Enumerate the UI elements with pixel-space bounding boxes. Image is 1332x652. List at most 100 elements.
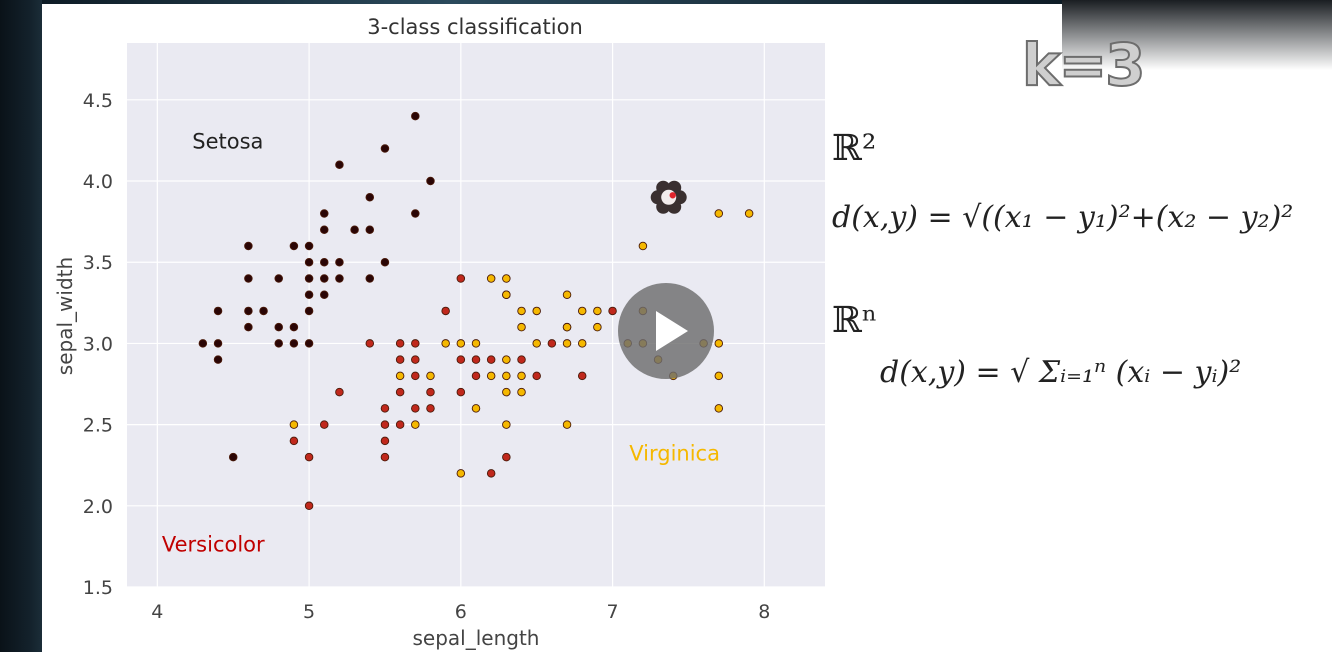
scatter-point [411,111,420,121]
scatter-point [441,339,450,348]
scatter-point [365,225,375,234]
y-tick-label: 3.0 [83,333,113,355]
play-icon [656,311,688,351]
scatter-point [593,322,602,332]
scatter-point [244,241,253,251]
scatter-point [228,452,238,462]
x-tick-label: 5 [303,601,315,623]
scatter-point [486,469,496,478]
scatter-point [456,387,466,397]
x-axis-label: sepal_length [413,626,540,650]
chart-title: 3-class classification [367,15,583,39]
scatter-point [577,371,587,381]
scatter-point [335,274,344,283]
scatter-point [304,306,314,316]
scatter-point [517,306,526,316]
scatter-point [320,420,329,429]
scatter-point [411,209,420,218]
scatter-point [395,387,405,397]
scatter-point [365,193,375,202]
scatter-point [213,306,223,316]
query-point [669,192,676,199]
scatter-point [456,274,466,283]
scatter-point [411,404,420,413]
scatter-point [304,452,314,462]
scatter-point [426,371,435,381]
scatter-point [502,290,511,299]
scatter-point [304,274,314,283]
class-label: Virginica [629,441,720,465]
scatter-point [244,274,253,283]
video-left-edge [0,0,42,652]
scatter-point [244,306,253,316]
scatter-point [213,355,223,364]
scatter-point [502,371,511,381]
scatter-point [320,225,329,234]
top-right-shade [1062,0,1332,70]
scatter-point [471,355,481,364]
y-tick-label: 2.0 [83,496,113,518]
scatter-point [532,306,541,316]
scatter-point [517,322,526,332]
k-value-heading: k=3 [1021,30,1147,100]
scatter-point [213,339,223,348]
scatter-point [426,387,435,397]
x-tick-label: 7 [607,601,619,623]
scatter-point [426,404,435,413]
scatter-point [335,160,344,170]
scatter-point [562,322,572,332]
scatter-point [395,355,405,364]
scatter-point [456,469,466,478]
x-tick-label: 4 [151,601,163,623]
scatter-point [289,241,299,251]
scatter-point [244,322,253,332]
scatter-point [274,322,283,332]
scatter-point [577,339,587,348]
scatter-point [350,225,359,234]
scatter-point [593,306,602,316]
scatter-point [517,371,526,381]
scatter-point [547,339,557,348]
y-tick-label: 1.5 [83,577,113,599]
scatter-point [502,274,511,283]
play-button[interactable] [618,283,714,379]
y-tick-label: 4.0 [83,171,113,193]
scatter-point [471,404,481,413]
scatter-point [304,339,314,348]
scatter-point [714,339,724,348]
scatter-point [274,339,283,348]
scatter-point [380,257,390,267]
scatter-point [320,257,329,267]
x-tick-label: 8 [758,601,770,623]
scatter-point [395,371,405,381]
scatter-point [456,355,466,364]
scatter-point [714,371,724,381]
scatter-point [304,501,314,511]
scatter-point [380,420,390,429]
scatter-point [486,274,496,283]
scatter-point [365,339,375,348]
scatter-point [198,339,208,348]
scatter-point [335,387,344,397]
scatter-point [380,144,390,153]
scatter-point [562,290,572,299]
scatter-point [532,339,541,348]
scatter-point [486,355,496,364]
scatter-point [335,257,344,267]
scatter-point [289,420,299,429]
scatter-point [714,209,724,218]
scatter-point [304,257,314,267]
y-tick-label: 2.5 [83,415,113,437]
scatter-point [577,306,587,316]
scatter-point [638,241,648,251]
scatter-point [744,209,754,218]
scatter-point [411,339,420,348]
scatter-point [486,371,496,381]
y-tick-label: 4.5 [83,90,113,112]
scatter-point [365,274,375,283]
scatter-point [441,306,450,316]
r2-symbol: ℝ² [832,128,877,169]
scatter-point [714,404,724,413]
scatter-point [380,404,390,413]
